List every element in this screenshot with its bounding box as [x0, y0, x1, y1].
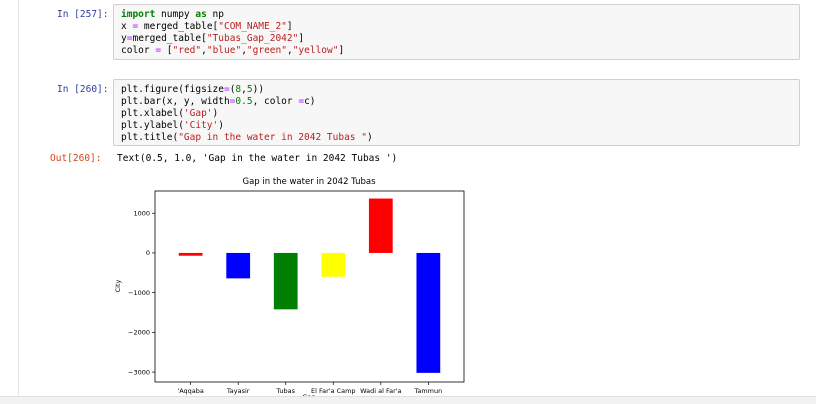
code-line: plt.title("Gap in the water in 2042 Tuba… — [121, 132, 799, 144]
bar-2 — [273, 252, 298, 310]
code-token: = — [223, 84, 230, 95]
code-token: c) — [304, 96, 316, 107]
code-line: x = merged_table["COM_NAME_2"] — [121, 21, 799, 33]
x-tick-label: Tayasir — [226, 387, 250, 395]
code-token: ] — [338, 45, 345, 56]
code-token: "green" — [246, 45, 287, 56]
code-token: x — [121, 21, 133, 32]
code-token: , — [286, 45, 293, 56]
bar-4 — [368, 198, 393, 253]
y-tick-label: −2000 — [128, 329, 150, 337]
bar-5 — [416, 252, 441, 373]
x-tick-label: 'Aqqaba — [177, 387, 203, 395]
code-token: , — [241, 84, 247, 95]
code-token: numpy — [155, 9, 196, 20]
code-token: color — [121, 45, 156, 56]
code-line: import numpy as np — [121, 9, 799, 21]
code-token: )) — [252, 84, 265, 95]
code-token: [ — [161, 45, 173, 56]
code-token: "Gap in the water in 2042 Tubas " — [178, 132, 367, 143]
code-token: = — [155, 45, 162, 56]
code-line: plt.ylabel('City') — [121, 120, 799, 132]
code-line: plt.figure(figsize=(8,5)) — [121, 84, 799, 96]
code-token: "yellow" — [292, 45, 339, 56]
code-token: = — [132, 21, 139, 32]
output-text: Text(0.5, 1.0, 'Gap in the water in 2042… — [117, 153, 398, 164]
code-token: plt.ylabel( — [121, 120, 184, 131]
in-prompt-260: In [260]: — [57, 84, 109, 95]
chart-title: Gap in the water in 2042 Tubas — [242, 177, 376, 187]
code-cell-260[interactable]: plt.figure(figsize=(8,5)) plt.bar(x, y, w… — [113, 79, 800, 146]
plot-frame — [154, 190, 465, 383]
in-prompt-257: In [257]: — [57, 9, 109, 20]
x-tick-label: Tubas — [275, 387, 295, 395]
code-token: ) — [218, 120, 224, 131]
code-line: y=merged_table["Tubas_Gap_2042"] — [121, 33, 799, 45]
x-tick-label: Tammun — [413, 387, 442, 395]
code-token: y — [121, 33, 127, 44]
code-token: "COM_NAME_2" — [218, 21, 287, 32]
code-token: ) — [366, 132, 373, 143]
code-token: , — [201, 45, 207, 56]
code-line: plt.bar(x, y, width=0.5, color =c) — [121, 96, 799, 108]
code-token: = — [229, 96, 236, 107]
y-axis-label: City — [114, 279, 122, 292]
code-token: 0.5 — [235, 96, 253, 107]
code-token: import — [121, 9, 156, 20]
code-token: = — [126, 33, 133, 44]
code-token: 5 — [246, 84, 253, 95]
bar-0 — [178, 252, 203, 256]
code-line: color = ["red","blue","green","yellow"] — [121, 45, 799, 57]
code-token: merged_table[ — [132, 33, 207, 44]
code-token: ] — [298, 33, 305, 44]
code-token: "blue" — [206, 45, 242, 56]
y-tick-label: −3000 — [128, 368, 150, 376]
bar-chart-output: Gap in the water in 2042 Tubas 1000 0 −100… — [106, 172, 476, 402]
code-token: , — [241, 45, 247, 56]
code-token: plt.xlabel( — [121, 108, 184, 119]
page-edge — [18, 0, 19, 396]
y-tick-label: −1000 — [128, 289, 150, 297]
page-bottom-edge — [0, 396, 816, 404]
out-prompt-260: Out[260]: — [50, 153, 102, 164]
code-token: plt.bar(x, y, width — [121, 96, 230, 107]
code-token: ) — [212, 108, 219, 119]
code-line: plt.xlabel('Gap') — [121, 108, 799, 120]
code-token: , color — [252, 96, 299, 107]
bar-chart: Gap in the water in 2042 Tubas 1000 0 −100… — [114, 177, 465, 401]
x-tick-label: Wadi al Far'a — [360, 387, 401, 395]
code-token: ( — [229, 84, 236, 95]
y-tick-label: 1000 — [133, 210, 150, 218]
code-token: merged_table[ — [138, 21, 219, 32]
x-tick-label: El Far'a Camp — [311, 387, 356, 395]
code-token: = — [298, 96, 305, 107]
code-token: "red" — [172, 45, 202, 56]
code-token: 'City' — [183, 120, 219, 131]
bar-3 — [321, 252, 346, 277]
y-tick-label: 0 — [146, 249, 150, 257]
bar-1 — [226, 252, 251, 279]
code-token: 'Gap' — [183, 108, 213, 119]
code-token: ] — [286, 21, 293, 32]
code-token: np — [206, 9, 224, 20]
code-token: as — [195, 9, 207, 20]
code-cell-257[interactable]: import numpy as np x = merged_table["COM_… — [113, 4, 800, 60]
code-token: 8 — [235, 84, 242, 95]
code-token: plt.title( — [121, 132, 179, 143]
code-token: "Tubas_Gap_2042" — [206, 33, 299, 44]
code-token: plt.figure(figsize — [121, 84, 224, 95]
